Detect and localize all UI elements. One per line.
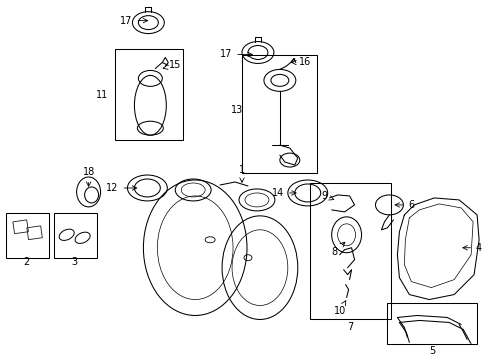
Text: 18: 18	[82, 167, 95, 186]
Text: 17: 17	[120, 15, 147, 26]
Text: 13: 13	[230, 105, 243, 115]
Text: 12: 12	[106, 183, 137, 193]
Text: 10: 10	[333, 301, 345, 316]
Text: 11: 11	[96, 90, 108, 100]
Text: 2: 2	[24, 257, 30, 267]
Text: 3: 3	[71, 257, 78, 267]
Bar	[54, 213, 96, 258]
Text: 6: 6	[394, 200, 413, 210]
Text: 1: 1	[239, 165, 244, 182]
Text: 4: 4	[462, 243, 481, 253]
Bar	[115, 49, 183, 140]
Bar	[386, 302, 476, 345]
Text: 15: 15	[163, 60, 181, 71]
Bar	[27, 226, 42, 240]
Text: 8: 8	[331, 242, 344, 257]
Bar	[6, 213, 49, 258]
Text: 17: 17	[220, 49, 252, 59]
Bar	[242, 55, 316, 173]
Bar	[13, 220, 28, 234]
Text: 5: 5	[428, 346, 434, 356]
Text: 14: 14	[271, 188, 295, 198]
Text: 9: 9	[321, 191, 333, 201]
Text: 7: 7	[347, 323, 353, 332]
Text: 16: 16	[291, 58, 310, 67]
Bar	[309, 183, 390, 319]
